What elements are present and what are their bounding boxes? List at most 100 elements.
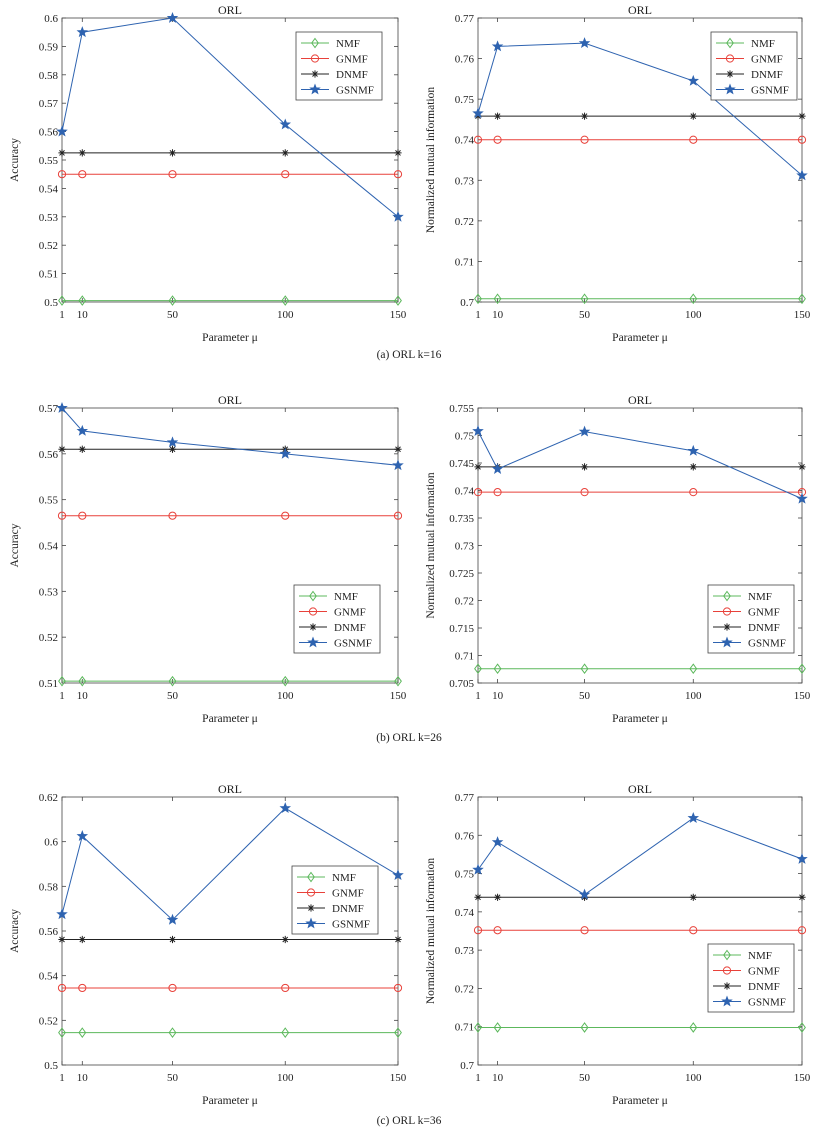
chart-title: ORL: [628, 393, 652, 407]
legend-item-nmf: NMF: [299, 590, 358, 603]
y-tick-label: 0.77: [455, 13, 475, 25]
x-tick-label: 150: [390, 1072, 407, 1084]
legend-marker: [725, 54, 735, 63]
x-tick-label: 50: [167, 309, 179, 321]
chart-title: ORL: [218, 782, 242, 796]
legend-label: DNMF: [334, 622, 366, 634]
data-point: [493, 112, 502, 120]
data-point: [58, 445, 66, 453]
data-point: [798, 893, 806, 901]
data-point: [474, 463, 482, 471]
legend-marker: [309, 83, 321, 95]
series-gnmf: [57, 170, 403, 179]
legend-item-gnmf: GNMF: [716, 54, 783, 66]
data-point: [168, 149, 177, 157]
y-tick-label: 0.53: [39, 586, 59, 598]
x-tick-label: 50: [579, 309, 591, 321]
series-gnmf: [473, 926, 807, 935]
data-point: [798, 663, 806, 675]
legend-item-gnmf: GNMF: [299, 607, 366, 619]
legend-item-gsnmf: GSNMF: [299, 636, 372, 650]
legend-marker: [723, 623, 731, 631]
x-axis-label: Parameter μ: [202, 1095, 258, 1107]
legend-marker: [311, 70, 319, 78]
legend-marker: [723, 982, 731, 990]
y-axis-label: Accuracy: [9, 523, 21, 567]
legend-marker: [721, 995, 733, 1007]
data-point: [580, 293, 589, 305]
legend-item-nmf: NMF: [297, 871, 356, 884]
x-tick-label: 10: [77, 690, 89, 702]
data-point: [392, 459, 404, 471]
y-tick-label: 0.57: [39, 98, 59, 110]
x-axis-label: Parameter μ: [202, 713, 258, 725]
y-tick-label: 0.5: [44, 1060, 58, 1072]
y-tick-label: 0.76: [455, 830, 475, 842]
chart-3: 0.51 0.52 0.53 0.54 0.55 0.56 0.57 1 10 50 100 150 O…: [9, 393, 407, 725]
data-point: [78, 445, 86, 453]
legend-item-gnmf: GNMF: [297, 888, 364, 900]
y-tick-label: 0.71: [455, 256, 474, 268]
caption-c: (c) ORL k=36: [377, 1115, 442, 1127]
y-tick-label: 0.72: [455, 983, 474, 995]
data-point: [687, 812, 700, 823]
x-tick-label: 50: [579, 690, 591, 702]
y-axis-label: Accuracy: [9, 909, 21, 953]
data-point: [78, 149, 86, 157]
data-point: [491, 40, 504, 52]
legend-label: DNMF: [336, 69, 368, 81]
data-point: [580, 463, 589, 471]
x-tick-label: 1: [59, 1072, 65, 1084]
series-gnmf: [57, 511, 403, 520]
legend-marker: [308, 607, 318, 616]
chart-4: 0.705 0.71 0.715 0.72 0.725 0.73 0.735 0.74 0.74…: [425, 393, 811, 725]
x-tick-label: 1: [475, 1072, 481, 1084]
series-gsnmf: [56, 11, 404, 222]
y-tick-label: 0.52: [39, 240, 58, 252]
series-nmf: [474, 293, 806, 305]
y-tick-label: 0.74: [455, 135, 475, 147]
data-point: [57, 983, 67, 993]
legend-marker: [307, 636, 319, 648]
data-point: [281, 1027, 290, 1038]
legend-label: NMF: [748, 950, 772, 962]
data-point: [281, 511, 290, 520]
legend-label: GNMF: [748, 607, 780, 619]
y-tick-label: 0.56: [39, 127, 59, 139]
legend: NMF GNMF DNMF GSNMF: [293, 584, 381, 654]
legend-marker: [311, 37, 319, 49]
data-point: [798, 293, 806, 305]
legend-marker: [726, 37, 734, 49]
legend-marker: [721, 636, 733, 648]
data-point: [168, 445, 177, 453]
y-tick-label: 0.725: [449, 568, 474, 580]
data-point: [281, 149, 289, 157]
legend-label: NMF: [748, 591, 772, 603]
series-gnmf: [57, 983, 403, 993]
y-tick-label: 0.51: [39, 269, 58, 281]
y-axis-label: Normalized mutual information: [425, 472, 437, 619]
x-tick-label: 150: [390, 690, 407, 702]
data-point: [78, 1027, 87, 1038]
y-tick-label: 0.75: [455, 431, 475, 443]
data-point: [689, 112, 697, 120]
series-gsnmf: [472, 37, 808, 181]
data-point: [279, 447, 291, 459]
series-line: [477, 817, 803, 896]
data-point: [78, 675, 87, 687]
data-point: [578, 888, 591, 900]
x-tick-label: 10: [77, 1072, 89, 1084]
x-tick-label: 10: [492, 1072, 504, 1084]
data-point: [76, 424, 89, 436]
series-nmf: [58, 1027, 402, 1038]
y-tick-label: 0.5: [44, 297, 58, 309]
y-tick-label: 0.7: [460, 297, 474, 309]
legend-item-nmf: NMF: [301, 37, 360, 50]
legend-label: DNMF: [748, 981, 780, 993]
data-point: [394, 149, 402, 157]
x-tick-label: 100: [685, 690, 702, 702]
series-nmf: [58, 295, 402, 306]
data-point: [473, 488, 483, 497]
legend-label: GNMF: [751, 54, 783, 66]
data-point: [78, 935, 86, 944]
